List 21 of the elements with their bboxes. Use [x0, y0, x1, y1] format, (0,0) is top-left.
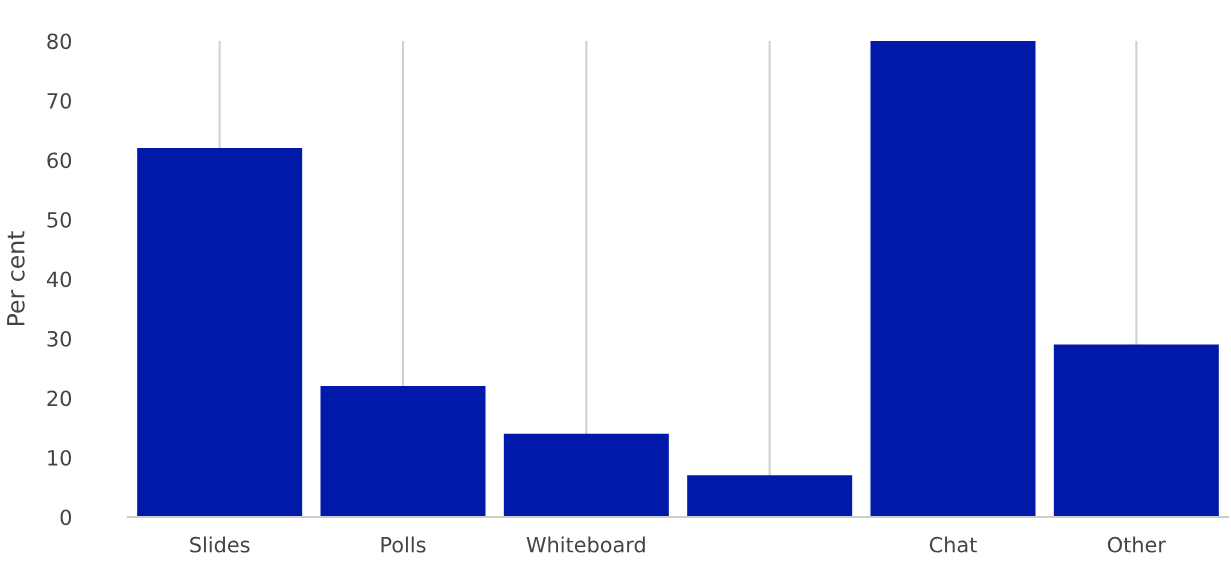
- y-tick-label: 40: [46, 271, 72, 288]
- x-tick-label: Other: [1107, 536, 1166, 553]
- y-tick-label: 0: [60, 509, 72, 526]
- x-tick-label: Chat: [929, 536, 977, 553]
- bar: [503, 433, 669, 517]
- y-tick-label: 20: [47, 390, 72, 407]
- y-tick-label: 80: [47, 33, 72, 50]
- y-tick-label: 60: [47, 152, 72, 169]
- bar: [870, 41, 1036, 517]
- y-tick-label: 10: [48, 449, 72, 466]
- x-tick-label: Whiteboard: [526, 536, 645, 553]
- y-axis-title: Per cent: [7, 231, 25, 326]
- y-tick-label: 50: [47, 211, 72, 228]
- x-tick-label: Polls: [381, 536, 426, 553]
- bar: [320, 386, 486, 517]
- bar: [687, 475, 853, 517]
- y-tick-label: 70: [47, 92, 72, 109]
- bar: [1053, 344, 1219, 517]
- y-tick-label: 30: [47, 330, 72, 347]
- bar: [137, 148, 303, 517]
- x-tick-label: Slides: [190, 536, 250, 553]
